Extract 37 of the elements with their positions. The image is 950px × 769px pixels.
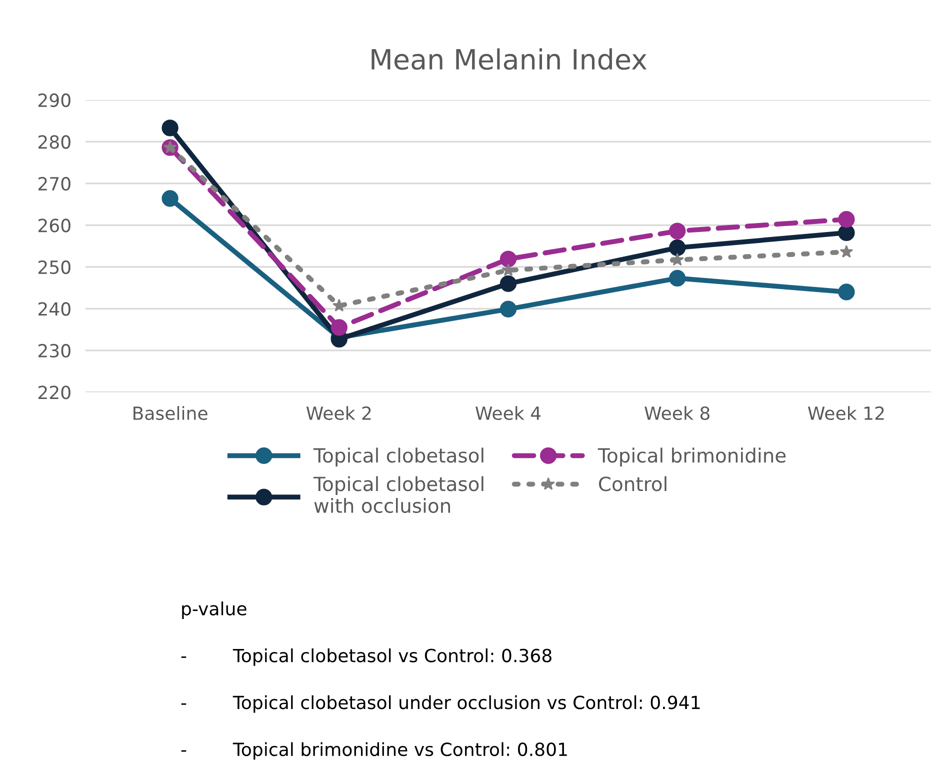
text: - Topical clobetasol vs Control: 0.368 — [181, 648, 552, 666]
point — [162, 120, 178, 136]
y-tick-label: 230 — [38, 344, 70, 358]
point — [500, 300, 517, 318]
x-tick-label: Baseline — [134, 406, 208, 420]
point — [669, 239, 686, 256]
legend-label: Topical clobetasol — [313, 448, 484, 466]
y-tick-label: 240 — [38, 302, 70, 316]
point — [502, 263, 515, 276]
point — [840, 244, 854, 258]
y-tick-label: 220 — [38, 386, 70, 400]
legend-label: Topical clobetasol with occlusion — [313, 476, 484, 514]
chart-title: Mean Melanin Index — [372, 48, 647, 70]
text: - Topical brimonidine vs Control: 0.801 — [181, 742, 567, 760]
legend-label: Topical brimonidine — [598, 448, 786, 466]
x-tick-label: Week 4 — [476, 406, 541, 420]
point — [500, 275, 517, 292]
legend-label: Control — [599, 476, 666, 492]
point — [500, 250, 517, 268]
point — [162, 190, 178, 207]
y-tick-label: 260 — [38, 218, 70, 232]
y-tick-label: 250 — [38, 260, 70, 274]
point — [838, 211, 855, 228]
point — [330, 319, 348, 336]
y-tick-label: 270 — [38, 176, 70, 191]
text: - Topical clobetasol under occlusion vs Control: 0.941 — [181, 695, 700, 713]
point — [670, 252, 684, 266]
x-tick-label: Week 8 — [644, 406, 710, 420]
y-tick-label: 280 — [38, 135, 70, 149]
text: p-value — [182, 601, 246, 619]
point — [669, 270, 686, 287]
point — [838, 224, 855, 242]
point — [838, 284, 855, 300]
x-tick-label: Week 12 — [808, 406, 884, 420]
x-tick-label: Week 2 — [306, 406, 371, 420]
y-tick-label: 290 — [38, 93, 70, 108]
point — [669, 222, 686, 240]
